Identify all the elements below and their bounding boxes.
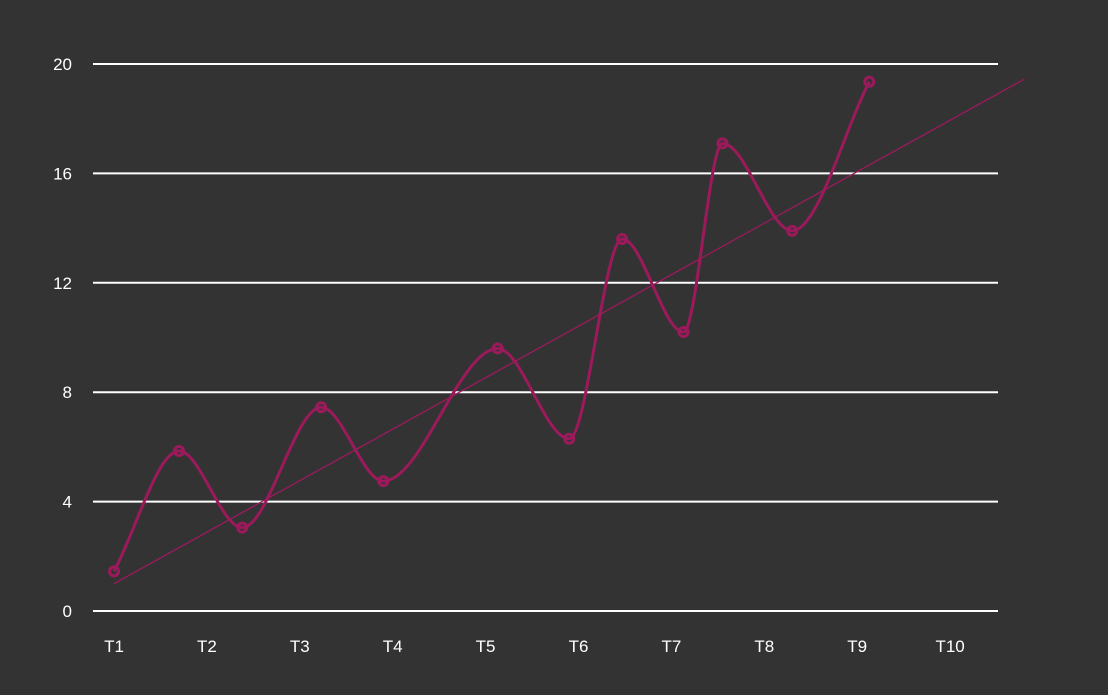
y-tick-label: 12 [53,274,72,293]
x-axis-ticks: T1 T2 T3 T4 T5 T6 T7 T8 T9 T10 [104,637,965,656]
data-point[interactable] [108,565,120,578]
data-point[interactable] [315,401,328,414]
data-point[interactable] [716,137,729,150]
y-tick-label: 0 [63,602,72,621]
x-tick-label: T4 [383,637,403,656]
y-tick-label: 16 [53,164,72,183]
x-tick-label: T2 [197,637,217,656]
data-point[interactable] [491,342,504,355]
x-tick-label: T9 [847,637,867,656]
x-tick-label: T1 [104,637,124,656]
y-tick-label: 20 [53,55,72,74]
data-point[interactable] [173,445,186,458]
x-tick-label: T5 [476,637,496,656]
trendline [113,78,1025,585]
data-point[interactable] [677,326,690,339]
y-tick-label: 8 [63,383,72,402]
data-point[interactable] [786,224,799,237]
data-point[interactable] [563,432,576,445]
y-axis-ticks: 0 4 8 12 16 20 [53,55,72,621]
data-point[interactable] [236,521,249,534]
gridlines [93,63,998,612]
trendline-layer [113,78,1025,585]
data-point[interactable] [616,233,629,246]
series-layer [108,75,876,578]
data-point[interactable] [377,475,390,488]
x-tick-label: T6 [569,637,589,656]
x-tick-label: T3 [290,637,310,656]
x-tick-label: T7 [661,637,681,656]
x-tick-label: T8 [754,637,774,656]
data-point[interactable] [863,75,876,88]
series-line [112,81,871,573]
x-tick-label: T10 [935,637,964,656]
y-tick-label: 4 [63,493,72,512]
